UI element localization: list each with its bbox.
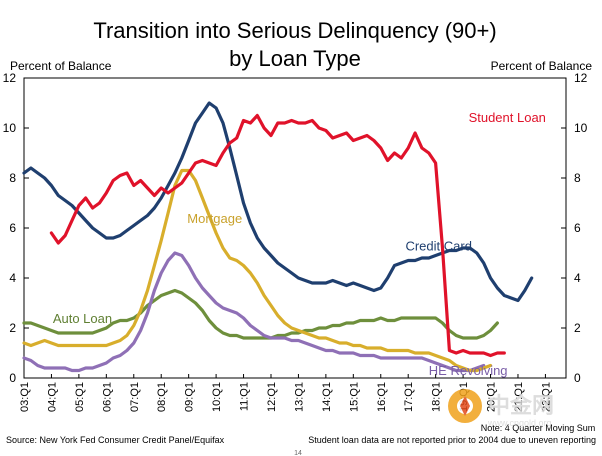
series-labels: Credit Card Student Loan Mortgage Auto Loan… bbox=[53, 110, 546, 378]
series-label-auto: Auto Loan bbox=[53, 311, 112, 326]
x-tick-label: 12:Q1 bbox=[266, 382, 278, 412]
x-tick-label: 09:Q1 bbox=[184, 382, 196, 412]
moving-sum-note: Note: 4 Quarter Moving Sum bbox=[481, 423, 596, 433]
x-tick-label: 16:Q1 bbox=[376, 382, 388, 412]
watermark-url: www.cngold.org bbox=[487, 418, 552, 428]
y-tick-label-left: 4 bbox=[9, 271, 16, 285]
series-line-cc bbox=[22, 101, 534, 303]
x-tick-label: 14:Q1 bbox=[321, 382, 333, 412]
watermark-logo: 中金网 www.cngold.org bbox=[448, 389, 554, 428]
watermark-icon-mark bbox=[460, 396, 470, 416]
chart-title-line1: Transition into Serious Delinquency (90+… bbox=[93, 18, 496, 43]
x-tick-label: 04:Q1 bbox=[46, 382, 58, 412]
x-tick-label: 05:Q1 bbox=[74, 382, 86, 412]
series-line-he bbox=[22, 251, 486, 373]
y-tick-label-left: 10 bbox=[3, 121, 17, 135]
student-loan-note: Student loan data are not reported prior… bbox=[308, 435, 596, 445]
x-tick-label: 22:Q1 bbox=[540, 382, 552, 412]
x-tick-label: 17:Q1 bbox=[403, 382, 415, 412]
x-tick-label: 11:Q1 bbox=[239, 382, 251, 411]
y-tick-label-right: 2 bbox=[574, 321, 581, 335]
y-ticks-right: 0 2 4 6 8 10 12 bbox=[561, 71, 588, 385]
y-tick-label-left: 2 bbox=[9, 321, 16, 335]
x-tick-label: 20:Q1 bbox=[486, 382, 498, 412]
y-axis-title-left: Percent of Balance bbox=[10, 59, 112, 73]
series-label-he: HE Revolving bbox=[429, 363, 508, 378]
x-tick-label: 06:Q1 bbox=[101, 382, 113, 412]
x-tick-label: 10:Q1 bbox=[211, 382, 223, 412]
x-tick-label: 07:Q1 bbox=[129, 382, 141, 412]
y-tick-label-right: 4 bbox=[574, 271, 581, 285]
page-number: 14 bbox=[294, 450, 302, 456]
series-line-sl bbox=[49, 113, 506, 358]
y-ticks-left: 0 2 4 6 8 10 12 bbox=[3, 71, 29, 385]
y-tick-label-left: 6 bbox=[9, 221, 16, 235]
x-tick-label: 08:Q1 bbox=[156, 382, 168, 412]
x-ticks: 03:Q1 04:Q1 05:Q1 06:Q1 07:Q1 08:Q1 09:Q1 10:Q1… bbox=[19, 374, 552, 412]
x-tick-label: 21:Q1 bbox=[513, 382, 525, 412]
y-tick-label-right: 0 bbox=[574, 371, 581, 385]
y-tick-label-right: 6 bbox=[574, 221, 581, 235]
x-tick-label: 15:Q1 bbox=[348, 382, 360, 412]
series-label-mtg: Mortgage bbox=[187, 211, 242, 226]
x-tick-label: 13:Q1 bbox=[293, 382, 305, 412]
series-lines bbox=[22, 101, 534, 373]
x-tick-label: 18:Q1 bbox=[431, 382, 443, 412]
y-tick-label-left: 0 bbox=[9, 371, 16, 385]
y-tick-label-left: 8 bbox=[9, 171, 16, 185]
source-note: Source: New York Fed Consumer Credit Pan… bbox=[6, 435, 225, 445]
x-tick-label: 03:Q1 bbox=[19, 382, 31, 412]
y-tick-label-right: 10 bbox=[574, 121, 588, 135]
series-label-sl: Student Loan bbox=[469, 110, 546, 125]
series-line-auto bbox=[22, 288, 499, 340]
series-label-cc: Credit Card bbox=[405, 239, 471, 254]
watermark-text: 中金网 bbox=[488, 393, 554, 418]
y-axis-title-right: Percent of Balance bbox=[491, 59, 593, 73]
chart-title-line2: by Loan Type bbox=[229, 46, 361, 71]
series-line-mtg bbox=[22, 168, 493, 373]
y-tick-label-left: 12 bbox=[3, 71, 17, 85]
y-tick-label-right: 8 bbox=[574, 171, 581, 185]
y-tick-label-right: 12 bbox=[574, 71, 588, 85]
